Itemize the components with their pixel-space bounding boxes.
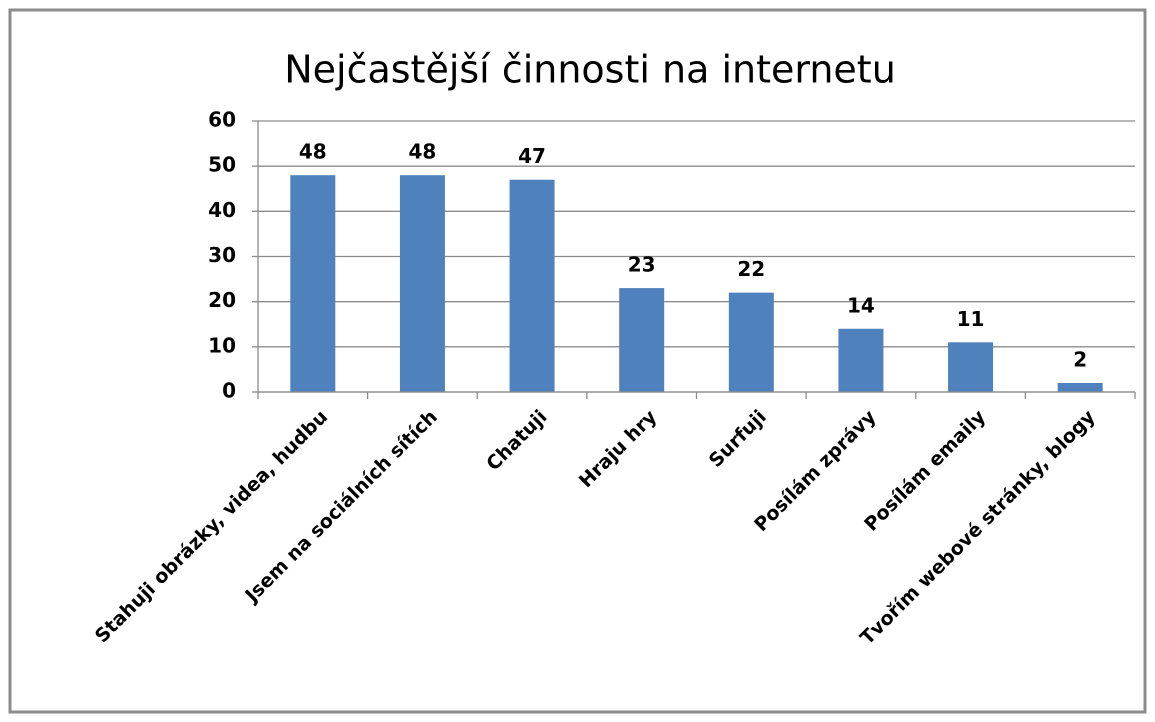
bar bbox=[728, 292, 774, 392]
data-label: 11 bbox=[957, 307, 985, 331]
bar bbox=[290, 175, 336, 392]
bar bbox=[509, 179, 555, 392]
bar bbox=[1057, 382, 1103, 392]
y-tick-label: 30 bbox=[208, 243, 236, 267]
data-label: 2 bbox=[1073, 347, 1087, 371]
data-label: 14 bbox=[847, 293, 875, 317]
data-label: 22 bbox=[737, 257, 765, 281]
chart-title: Nejčastější činnosti na internetu bbox=[284, 48, 896, 92]
bar bbox=[838, 328, 884, 392]
data-label: 47 bbox=[518, 144, 546, 168]
y-tick-label: 20 bbox=[208, 288, 236, 312]
data-label: 23 bbox=[628, 253, 656, 277]
data-label: 48 bbox=[299, 140, 327, 164]
bar bbox=[948, 342, 994, 392]
data-label: 48 bbox=[409, 140, 437, 164]
bar bbox=[619, 288, 665, 392]
y-tick-label: 40 bbox=[208, 198, 236, 222]
bar bbox=[399, 175, 445, 392]
y-tick-label: 0 bbox=[222, 379, 236, 403]
y-tick-label: 10 bbox=[208, 333, 236, 357]
y-tick-label: 50 bbox=[208, 153, 236, 177]
y-tick-label: 60 bbox=[208, 108, 236, 132]
